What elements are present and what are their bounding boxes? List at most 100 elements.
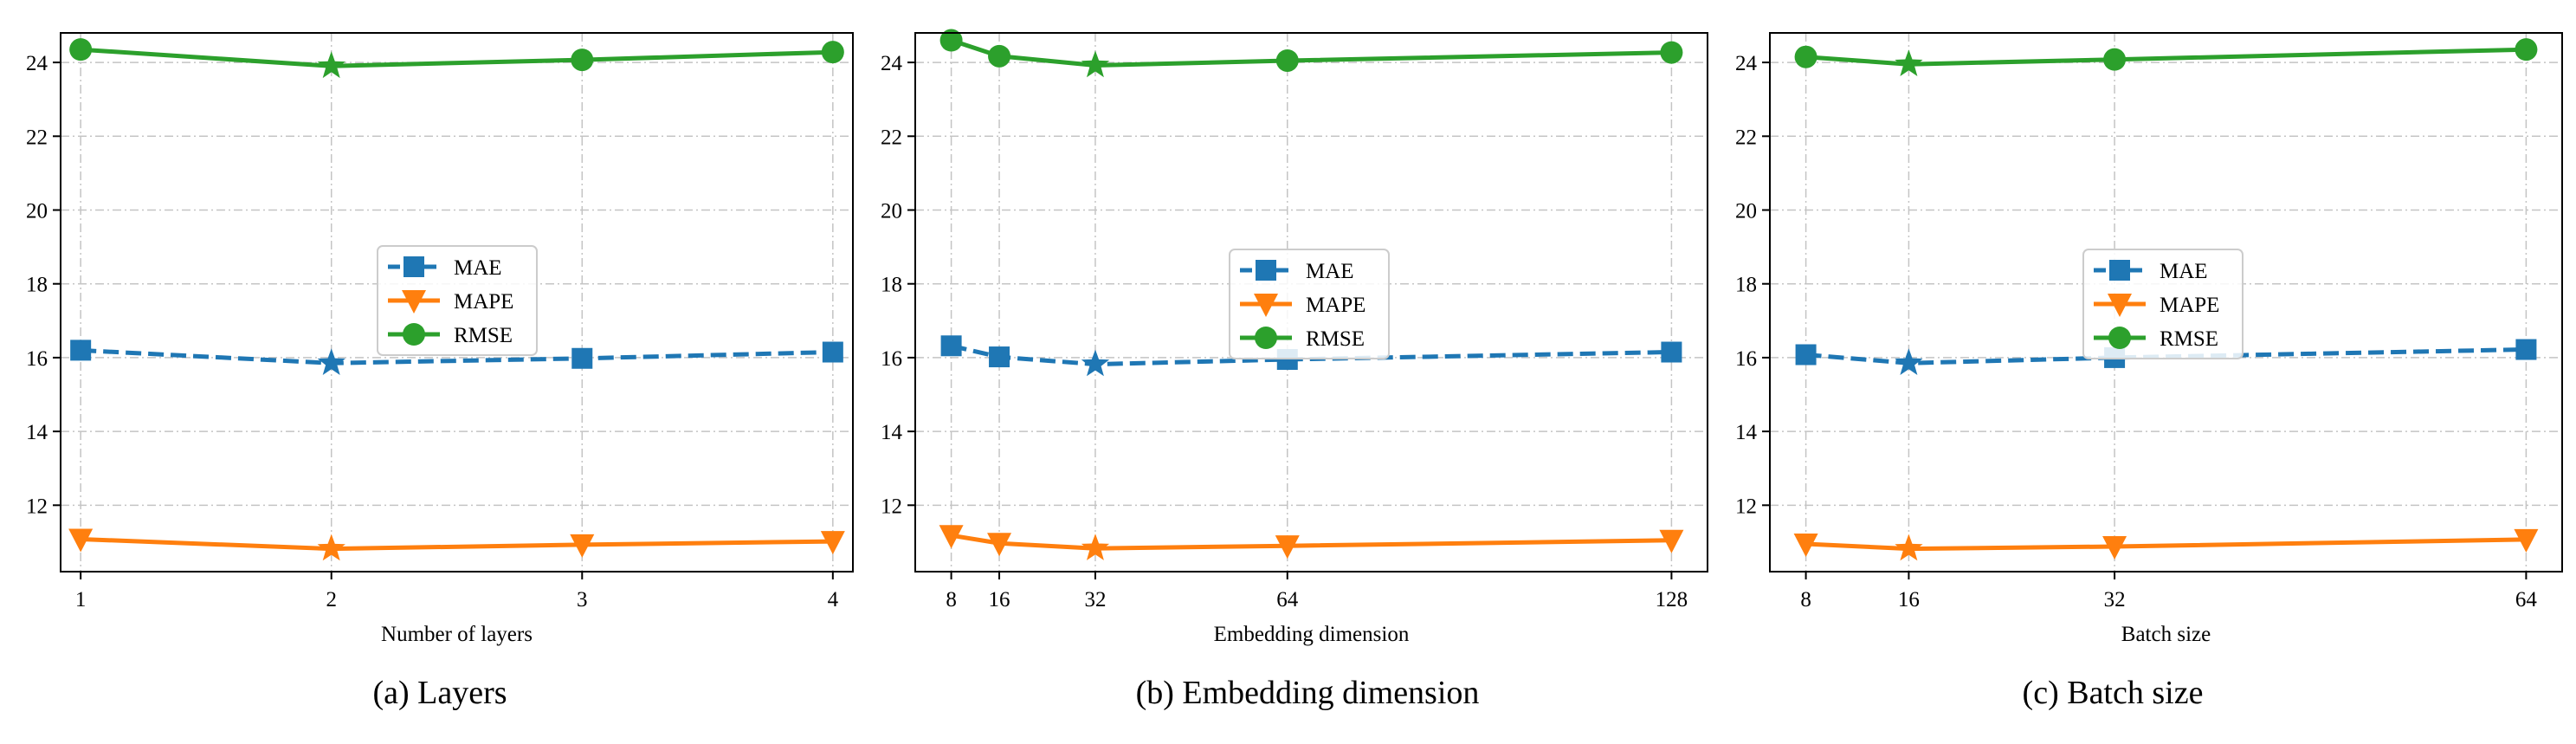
point-mae xyxy=(1795,344,1817,366)
y-tick-label: 22 xyxy=(1735,126,1757,149)
point-rmse xyxy=(2515,38,2538,61)
legend-label-mape: MAPE xyxy=(2160,294,2219,317)
y-tick-label: 12 xyxy=(881,495,902,518)
point-mape xyxy=(2514,528,2539,553)
point-rmse xyxy=(1660,41,1683,64)
point-mape xyxy=(317,534,345,561)
y-tick-label: 24 xyxy=(881,52,903,75)
legend-label-rmse: RMSE xyxy=(1306,327,1365,351)
x-tick-label: 128 xyxy=(1656,588,1688,611)
legend-marker-mape xyxy=(1254,294,1278,317)
point-mae xyxy=(571,347,593,369)
point-mae xyxy=(70,340,92,361)
point-mape xyxy=(987,533,1012,557)
x-tick-label: 3 xyxy=(577,588,588,611)
point-mae xyxy=(317,348,345,375)
y-tick-label: 20 xyxy=(26,199,48,223)
y-tick-label: 16 xyxy=(881,347,902,371)
y-tick-label: 18 xyxy=(1735,274,1757,297)
point-rmse xyxy=(69,38,93,61)
series-line-mape xyxy=(81,537,833,552)
plot-frame xyxy=(60,32,854,573)
point-mae xyxy=(1661,341,1682,363)
plot-frame xyxy=(914,32,1708,573)
series-line-mae xyxy=(1805,347,2527,366)
series-line-rmse xyxy=(1805,47,2527,67)
x-tick-label: 16 xyxy=(1898,588,1920,611)
point-mape xyxy=(68,528,94,553)
point-mape xyxy=(1659,529,1684,553)
x-tick-label: 1 xyxy=(75,588,87,611)
x-tick-label: 4 xyxy=(828,588,839,611)
y-tick-label: 14 xyxy=(26,421,48,444)
legend-marker-mae xyxy=(1256,260,1276,281)
x-axis-title: Embedding dimension xyxy=(1214,623,1410,646)
point-rmse xyxy=(317,51,345,79)
legend-label-mape: MAPE xyxy=(454,290,513,314)
y-tick-label: 14 xyxy=(881,421,903,444)
legend-marker-mae xyxy=(404,256,424,277)
series-line-rmse xyxy=(950,38,1672,68)
x-axis-title: Batch size xyxy=(2121,623,2211,646)
legend-label-mae: MAE xyxy=(1306,260,1354,283)
x-tick-label: 64 xyxy=(2515,588,2538,611)
y-tick-label: 20 xyxy=(1735,199,1757,223)
point-mape xyxy=(1275,535,1300,560)
caption-c: (c) Batch size xyxy=(2022,675,2204,711)
legend-marker-mape xyxy=(2108,294,2132,317)
point-mae xyxy=(1895,348,1923,375)
point-rmse xyxy=(939,29,963,52)
point-rmse xyxy=(1895,49,1923,76)
point-rmse xyxy=(1081,50,1110,78)
y-tick-label: 12 xyxy=(26,495,48,518)
point-mape xyxy=(939,525,964,549)
x-tick-label: 8 xyxy=(1800,588,1811,611)
y-tick-label: 20 xyxy=(881,199,902,223)
y-tick-label: 24 xyxy=(26,52,48,75)
y-tick-label: 12 xyxy=(1735,495,1757,518)
point-rmse xyxy=(1794,45,1817,68)
legend-marker-rmse xyxy=(1255,327,1277,349)
point-mape xyxy=(1895,534,1923,561)
legend-label-mape: MAPE xyxy=(1306,294,1365,317)
point-mape xyxy=(1793,534,1818,558)
point-mape xyxy=(2102,536,2127,560)
point-rmse xyxy=(988,44,1011,68)
point-mae xyxy=(2515,339,2537,360)
legend-marker-rmse xyxy=(403,323,425,346)
legend-label-mae: MAE xyxy=(454,256,502,280)
series-line-mape xyxy=(1805,537,2527,552)
point-rmse xyxy=(571,49,594,72)
plot-frame xyxy=(1769,32,2563,573)
point-rmse xyxy=(2103,48,2127,71)
point-mae xyxy=(1081,349,1110,377)
legend-marker-rmse xyxy=(2108,327,2131,349)
point-mae xyxy=(822,341,843,363)
point-rmse xyxy=(1275,49,1299,72)
y-tick-label: 18 xyxy=(26,274,48,297)
y-tick-label: 24 xyxy=(1735,52,1758,75)
point-mape xyxy=(1081,534,1110,560)
point-rmse xyxy=(821,41,844,64)
x-tick-label: 2 xyxy=(326,588,337,611)
x-tick-label: 32 xyxy=(2104,588,2126,611)
series-line-rmse xyxy=(81,47,833,68)
chart-panel-1: 12 14 16 18 20 22 24 8 16 32 64 128 Embedding dimens… xyxy=(881,29,1708,646)
point-mae xyxy=(989,346,1010,368)
series-line-mae xyxy=(81,347,833,366)
point-mae xyxy=(940,335,962,357)
series-line-mape xyxy=(951,533,1672,551)
y-tick-label: 22 xyxy=(26,126,48,149)
y-tick-label: 18 xyxy=(881,274,902,297)
legend-marker-mae xyxy=(2109,260,2130,281)
point-mape xyxy=(820,531,845,555)
caption-a: (a) Layers xyxy=(372,675,507,711)
x-axis-title: Number of layers xyxy=(381,623,533,646)
x-tick-label: 32 xyxy=(1084,588,1106,611)
caption-b: (b) Embedding dimension xyxy=(1135,675,1480,711)
y-tick-label: 14 xyxy=(1735,421,1758,444)
x-tick-label: 16 xyxy=(989,588,1010,611)
x-tick-label: 64 xyxy=(1276,588,1299,611)
